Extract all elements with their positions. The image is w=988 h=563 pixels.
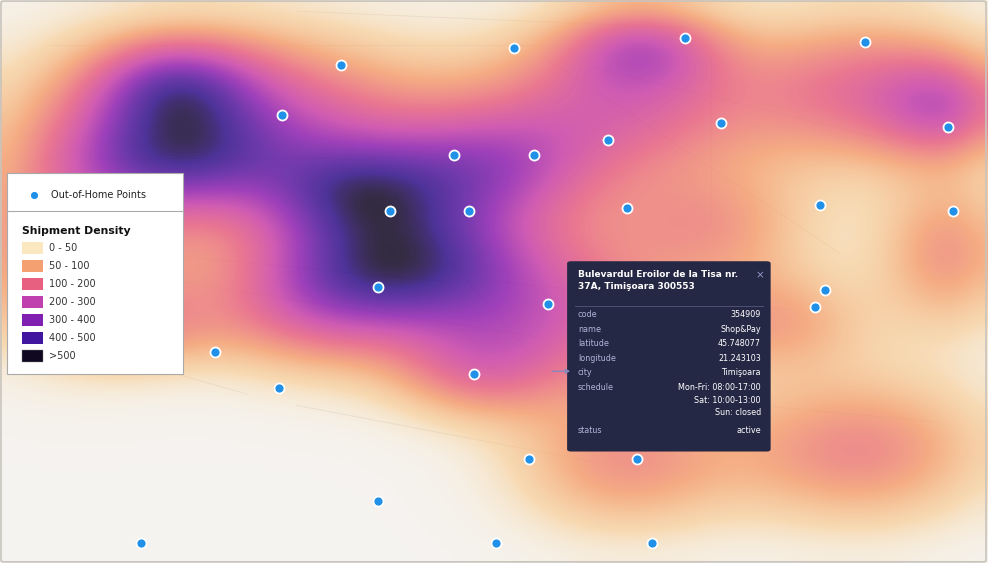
- Point: [807, 302, 823, 311]
- Point: [713, 118, 729, 127]
- Point: [619, 204, 635, 213]
- Point: [946, 207, 961, 216]
- Point: [644, 539, 660, 548]
- Text: ×: ×: [756, 270, 764, 280]
- Text: Shop&Pay: Shop&Pay: [720, 325, 761, 334]
- FancyBboxPatch shape: [567, 261, 771, 452]
- Text: Mon-Fri: 08:00-17:00: Mon-Fri: 08:00-17:00: [678, 383, 761, 392]
- Point: [608, 387, 623, 396]
- FancyBboxPatch shape: [22, 350, 43, 362]
- Point: [207, 347, 223, 356]
- Point: [817, 285, 833, 294]
- Text: active: active: [736, 426, 761, 435]
- Point: [506, 43, 522, 52]
- Point: [677, 34, 693, 43]
- FancyBboxPatch shape: [22, 260, 43, 272]
- Point: [382, 207, 398, 216]
- FancyBboxPatch shape: [22, 296, 43, 308]
- Point: [857, 38, 872, 47]
- Text: Out-of-Home Points: Out-of-Home Points: [51, 190, 146, 200]
- Text: 45.748077: 45.748077: [717, 339, 761, 348]
- Point: [447, 150, 462, 159]
- Point: [145, 274, 161, 283]
- Point: [26, 190, 41, 199]
- Text: latitude: latitude: [578, 339, 609, 348]
- Text: status: status: [578, 426, 603, 435]
- Text: 400 - 500: 400 - 500: [49, 333, 96, 343]
- FancyBboxPatch shape: [22, 314, 43, 326]
- Text: 50 - 100: 50 - 100: [49, 261, 90, 271]
- Text: Bulevardul Eroilor de la Tisa nr.
37A, Timişoara 300553: Bulevardul Eroilor de la Tisa nr. 37A, T…: [578, 270, 738, 291]
- Text: 100 - 200: 100 - 200: [49, 279, 96, 289]
- FancyBboxPatch shape: [22, 242, 43, 253]
- Text: schedule: schedule: [578, 383, 614, 392]
- Text: Sat: 10:00-13:00: Sat: 10:00-13:00: [695, 396, 761, 405]
- Text: Timişoara: Timişoara: [721, 368, 761, 377]
- Point: [333, 60, 349, 69]
- Point: [165, 181, 181, 190]
- Point: [488, 539, 504, 548]
- Point: [274, 111, 289, 120]
- Point: [271, 384, 287, 393]
- FancyBboxPatch shape: [7, 173, 183, 217]
- Point: [540, 300, 556, 309]
- Text: 0 - 50: 0 - 50: [49, 243, 78, 253]
- Point: [812, 201, 828, 210]
- Text: longitude: longitude: [578, 354, 616, 363]
- Text: 354909: 354909: [730, 310, 761, 319]
- Point: [600, 135, 616, 144]
- Text: Shipment Density: Shipment Density: [22, 226, 130, 236]
- FancyBboxPatch shape: [22, 278, 43, 290]
- Point: [370, 497, 386, 506]
- Point: [133, 539, 149, 548]
- Text: >500: >500: [49, 351, 76, 361]
- Text: Sun: closed: Sun: closed: [714, 408, 761, 417]
- Point: [461, 207, 477, 216]
- Text: 200 - 300: 200 - 300: [49, 297, 96, 307]
- FancyBboxPatch shape: [7, 211, 183, 374]
- Text: 300 - 400: 300 - 400: [49, 315, 96, 325]
- Text: code: code: [578, 310, 598, 319]
- Point: [629, 454, 645, 463]
- Point: [466, 370, 482, 379]
- Point: [521, 454, 536, 463]
- FancyBboxPatch shape: [22, 332, 43, 344]
- Point: [941, 122, 956, 131]
- Point: [526, 150, 541, 159]
- Text: 21.243103: 21.243103: [718, 354, 761, 363]
- Point: [370, 283, 386, 292]
- Point: [672, 285, 688, 294]
- Text: name: name: [578, 325, 601, 334]
- Text: city: city: [578, 368, 593, 377]
